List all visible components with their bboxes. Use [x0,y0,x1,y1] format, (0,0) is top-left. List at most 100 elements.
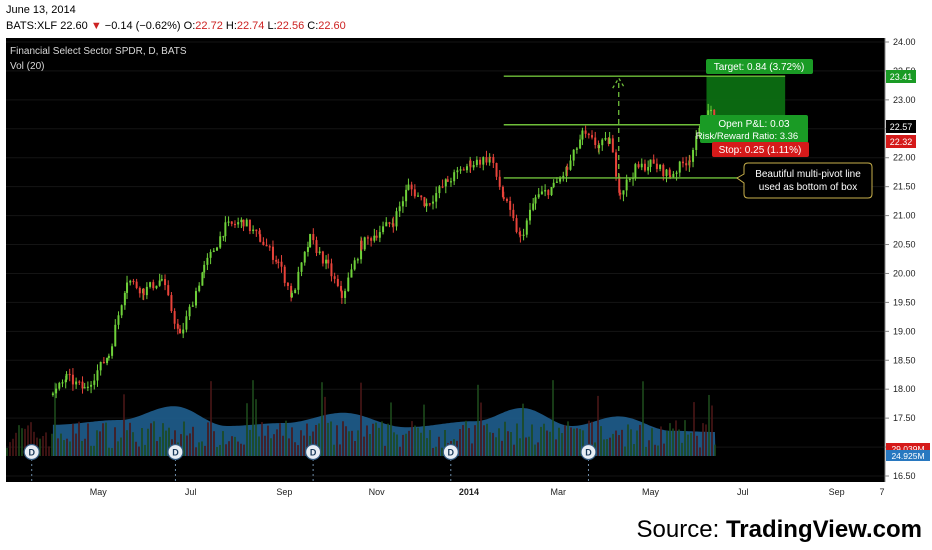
candle-body [209,251,212,258]
candle-body [61,382,64,384]
candle-body [201,272,204,286]
candle-body [286,282,289,286]
candle-body [64,379,67,383]
high-value: 22.74 [236,20,265,32]
dividend-marker-label: D [172,448,179,458]
candle-body [340,290,343,298]
candle-body [395,211,398,227]
candle-body [363,237,366,250]
candle-body [117,315,120,325]
candle-body [290,285,293,298]
candle-body [370,238,373,241]
candle-body [277,261,280,263]
candle-body [498,176,501,187]
y-tick-label: 21.00 [893,211,916,221]
candle-body [518,231,521,235]
candle-body [655,163,658,169]
volume-indicator-label[interactable]: Vol (20) [10,61,44,72]
dividend-marker-label: D [448,448,455,458]
candle-body [615,152,618,177]
candle-body [572,149,575,161]
svg-text:24.925M: 24.925M [891,451,924,461]
open-label: O: [183,20,196,32]
candle-body [456,170,459,173]
candle-body [325,259,328,264]
y-tick-label: 18.00 [893,384,916,394]
candle-body [449,181,452,183]
y-tick-label: 20.00 [893,268,916,278]
dividend-marker-label: D [28,448,35,458]
candle-body [185,316,188,330]
last-price: 22.60 [60,20,88,32]
x-tick-label: 7 [879,487,884,497]
candle-body [321,251,324,264]
candle-body [215,247,218,251]
candle-body [83,387,86,389]
candle-body [509,201,512,210]
candle-body [203,264,206,273]
candle-body [182,329,185,334]
dividend-marker [23,443,40,461]
candle-body [378,232,381,238]
candle-body [68,373,71,376]
stop-text: Stop: 0.25 (1.11%) [719,145,802,156]
candle-body [212,250,215,252]
low-value: 22.56 [276,20,305,32]
candle-body [106,357,109,364]
candle-body [695,135,698,150]
candle-body [353,260,356,270]
candle-body [178,328,181,334]
candle-body [111,346,114,356]
candle-body [525,220,528,235]
x-tick-label: Jul [737,487,749,497]
open-pl-text: Open P&L: 0.03 [718,119,790,130]
candle-body [255,229,258,232]
candle-body [344,291,347,298]
candle-body [522,234,525,236]
open-pl-label[interactable]: Open P&L: 0.03 Risk/Reward Ratio: 3.36 [696,115,808,143]
candle-body [601,139,604,146]
candle-body [678,161,681,173]
candle-body [444,179,447,187]
symbol-label[interactable]: BATS:XLF [6,20,58,32]
y-tick-label: 17.50 [893,413,916,423]
candle-body [333,276,336,279]
candle-body [598,145,601,149]
callout-box[interactable]: Beautiful multi-pivot line used as botto… [736,162,873,199]
candle-body [688,160,691,162]
candle-body [459,169,462,171]
candle-body [58,383,61,389]
candle-body [634,164,637,178]
candle-body [438,186,441,194]
candle-body [227,221,230,223]
callout-line-2: used as bottom of box [759,182,857,193]
candle-body [534,197,537,204]
candle-body [55,388,58,394]
candle-body [501,186,504,198]
price-change: −0.14 (−0.62%) [104,20,181,32]
candle-body [375,235,378,238]
target-label[interactable]: Target: 0.84 (3.72%) [706,59,813,74]
badge-target: 23.41 [886,70,916,83]
candle-body [495,162,498,177]
candle-body [96,370,99,381]
candle-body [382,226,385,233]
candle-body [619,192,622,195]
candle-body [198,285,201,292]
candle-body [555,181,558,183]
low-label: L: [267,20,277,32]
candle-body [237,222,240,225]
candle-body [219,236,222,248]
candle-body [710,109,713,112]
candle-body [398,206,401,212]
candle-body [99,361,102,371]
candle-body [662,164,665,177]
stop-label[interactable]: Stop: 0.25 (1.11%) [712,142,809,157]
candle-body [649,159,652,167]
candle-body [206,257,209,265]
y-tick-label: 20.50 [893,240,916,250]
candle-body [431,201,434,204]
y-tick-label: 24.00 [893,37,916,47]
candle-body [90,384,93,387]
